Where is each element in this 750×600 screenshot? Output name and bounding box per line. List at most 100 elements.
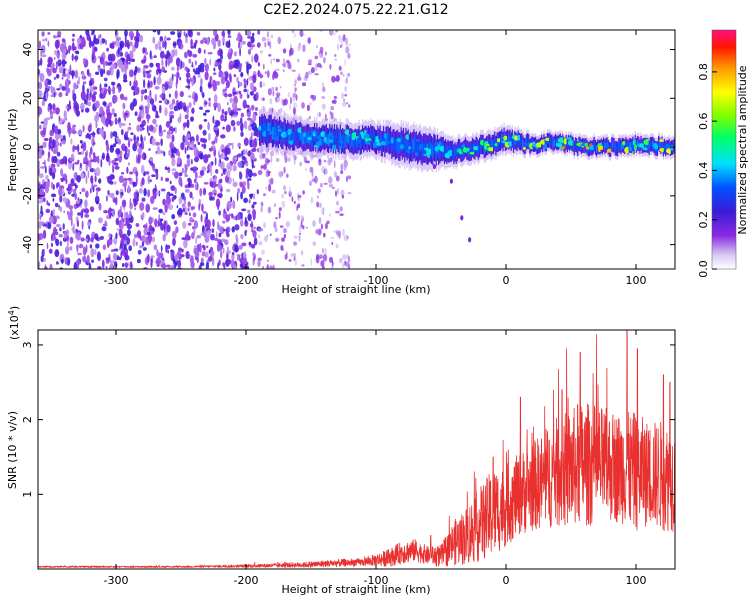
- spectrogram-noise-cell: [124, 41, 128, 48]
- spectrogram-noise-cell: [152, 30, 157, 33]
- spectrogram-noise-cell: [232, 200, 236, 209]
- spectrogram-sparse-cell: [269, 233, 272, 236]
- spectrogram-noise-cell: [171, 158, 176, 167]
- spectrogram-noise-cell: [63, 231, 66, 240]
- spectrogram-sparse-cell: [279, 225, 284, 228]
- spectrogram-noise-cell: [184, 169, 187, 176]
- spectrogram-noise-cell: [90, 146, 93, 155]
- spectrogram-band-core: [519, 138, 522, 146]
- spectrogram-noise-cell: [86, 68, 90, 76]
- spectrogram-sparse-cell: [345, 46, 350, 54]
- spectrogram-noise-cell: [45, 85, 51, 89]
- spectrogram-noise-cell: [78, 243, 84, 249]
- spectrogram-noise-cell: [252, 74, 257, 84]
- spectrogram-sparse-cell: [301, 102, 305, 109]
- spectrogram-sparse-cell: [279, 86, 282, 89]
- spectrogram-band-core: [402, 136, 405, 150]
- spectrogram-noise-cell: [87, 124, 92, 133]
- spectrogram-noise-cell: [154, 218, 158, 228]
- spectrogram-noise-cell: [111, 108, 115, 116]
- spectrogram-sparse-cell: [319, 46, 324, 54]
- spectrogram-sparse-cell: [315, 256, 320, 264]
- spectrogram-noise-cell: [225, 214, 231, 222]
- spectrogram-noise-cell: [126, 229, 131, 237]
- spectrogram-noise-cell: [235, 104, 238, 112]
- spectrogram-sparse-cell: [322, 247, 324, 254]
- spectrogram-noise-cell: [52, 235, 55, 241]
- spectrogram-noise-cell: [58, 206, 61, 211]
- spectrogram-sparse-cell: [259, 50, 264, 54]
- spectrogram-noise-cell: [141, 197, 146, 202]
- spectrogram-noise-cell: [200, 77, 203, 87]
- spectrogram-noise-cell: [73, 82, 77, 90]
- spectrogram-sparse-cell: [310, 258, 313, 266]
- spectrogram-noise-cell: [134, 233, 138, 239]
- spectrogram-noise-cell: [99, 235, 105, 240]
- spectrogram-noise-cell: [49, 129, 54, 137]
- spectrogram-noise-cell: [100, 158, 103, 168]
- spectrogram-noise-cell: [149, 62, 154, 68]
- spectrogram-sparse-cell: [267, 170, 270, 177]
- spectrogram-noise-cell: [250, 104, 255, 111]
- spectrogram-noise-cell: [71, 38, 75, 42]
- spectrogram-noise-cell: [145, 203, 150, 213]
- spectrogram-noise-cell: [227, 142, 233, 146]
- spectrogram-band-core: [280, 127, 282, 140]
- spectrogram-noise-cell: [38, 220, 42, 230]
- spectrogram-noise-cell: [186, 158, 191, 167]
- spectrogram-band-core: [336, 131, 338, 143]
- spectrogram-sparse-cell: [345, 261, 350, 268]
- spectrogram-sparse-cell: [266, 31, 269, 38]
- spectrogram-noise-cell: [82, 125, 85, 133]
- spectrogram-noise-cell: [163, 70, 168, 73]
- spectrogram-noise-cell: [239, 183, 244, 188]
- spectrogram-sparse-cell: [287, 92, 291, 98]
- spectrogram-noise-cell: [236, 78, 239, 83]
- spectrogram-noise-cell: [226, 162, 232, 170]
- spectrogram-noise-cell: [200, 39, 204, 45]
- spectrogram-noise-cell: [42, 38, 45, 42]
- spectrogram-noise-cell: [251, 39, 255, 43]
- spectrogram-noise-cell: [219, 159, 222, 164]
- spectrogram-noise-cell: [134, 111, 138, 116]
- spectrogram-noise-cell: [109, 101, 112, 107]
- spectrogram-noise-cell: [69, 246, 73, 251]
- colorbar-tick-label: 0.4: [697, 162, 710, 180]
- spectrogram-stray-cell: [432, 163, 437, 170]
- spectrogram-band-core: [339, 131, 341, 143]
- spectrogram-sparse-cell: [300, 250, 304, 256]
- spectrogram-sparse-cell: [322, 253, 328, 262]
- spectrogram-sparse-cell: [314, 73, 319, 76]
- spectrogram-noise-cell: [104, 87, 108, 95]
- spectrogram-band-core: [552, 140, 554, 148]
- spectrogram-noise-cell: [210, 167, 213, 177]
- spectrogram-sparse-cell: [339, 257, 343, 264]
- spectrogram-noise-cell: [141, 234, 146, 244]
- spectrogram-band-core: [302, 133, 304, 145]
- spectrogram-noise-cell: [105, 266, 108, 269]
- spectrogram-noise-cell: [59, 227, 62, 232]
- spectrogram-band-core: [658, 139, 660, 147]
- spectrogram-noise-cell: [247, 89, 249, 93]
- snr-scale-label: (x104): [7, 306, 21, 340]
- spectrogram-noise-cell: [133, 191, 137, 199]
- spectrogram-noise-cell: [124, 131, 129, 136]
- spectrogram-noise-cell: [197, 250, 200, 258]
- spectrogram-noise-cell: [247, 209, 251, 214]
- spectrogram-noise-cell: [201, 143, 204, 148]
- spectrogram-sparse-cell: [314, 67, 318, 71]
- spectrogram-noise-cell: [39, 124, 42, 130]
- spectrogram-noise-cell: [238, 90, 242, 95]
- spectrogram-sparse-cell: [312, 220, 316, 227]
- spectrogram-noise-cell: [112, 85, 116, 95]
- spectrogram-noise-cell: [89, 86, 94, 92]
- spectrogram-noise-cell: [46, 117, 51, 120]
- spectrogram-ytick-label: 20: [21, 91, 34, 105]
- spectrogram-noise-cell: [236, 192, 239, 202]
- colorbar-axis: 0.00.20.40.60.8: [697, 63, 717, 278]
- spectrogram-band-core: [632, 140, 634, 148]
- spectrogram-band-core: [297, 130, 299, 142]
- spectrogram-band-peak: [494, 143, 499, 147]
- spectrogram-noise-cell: [161, 58, 164, 67]
